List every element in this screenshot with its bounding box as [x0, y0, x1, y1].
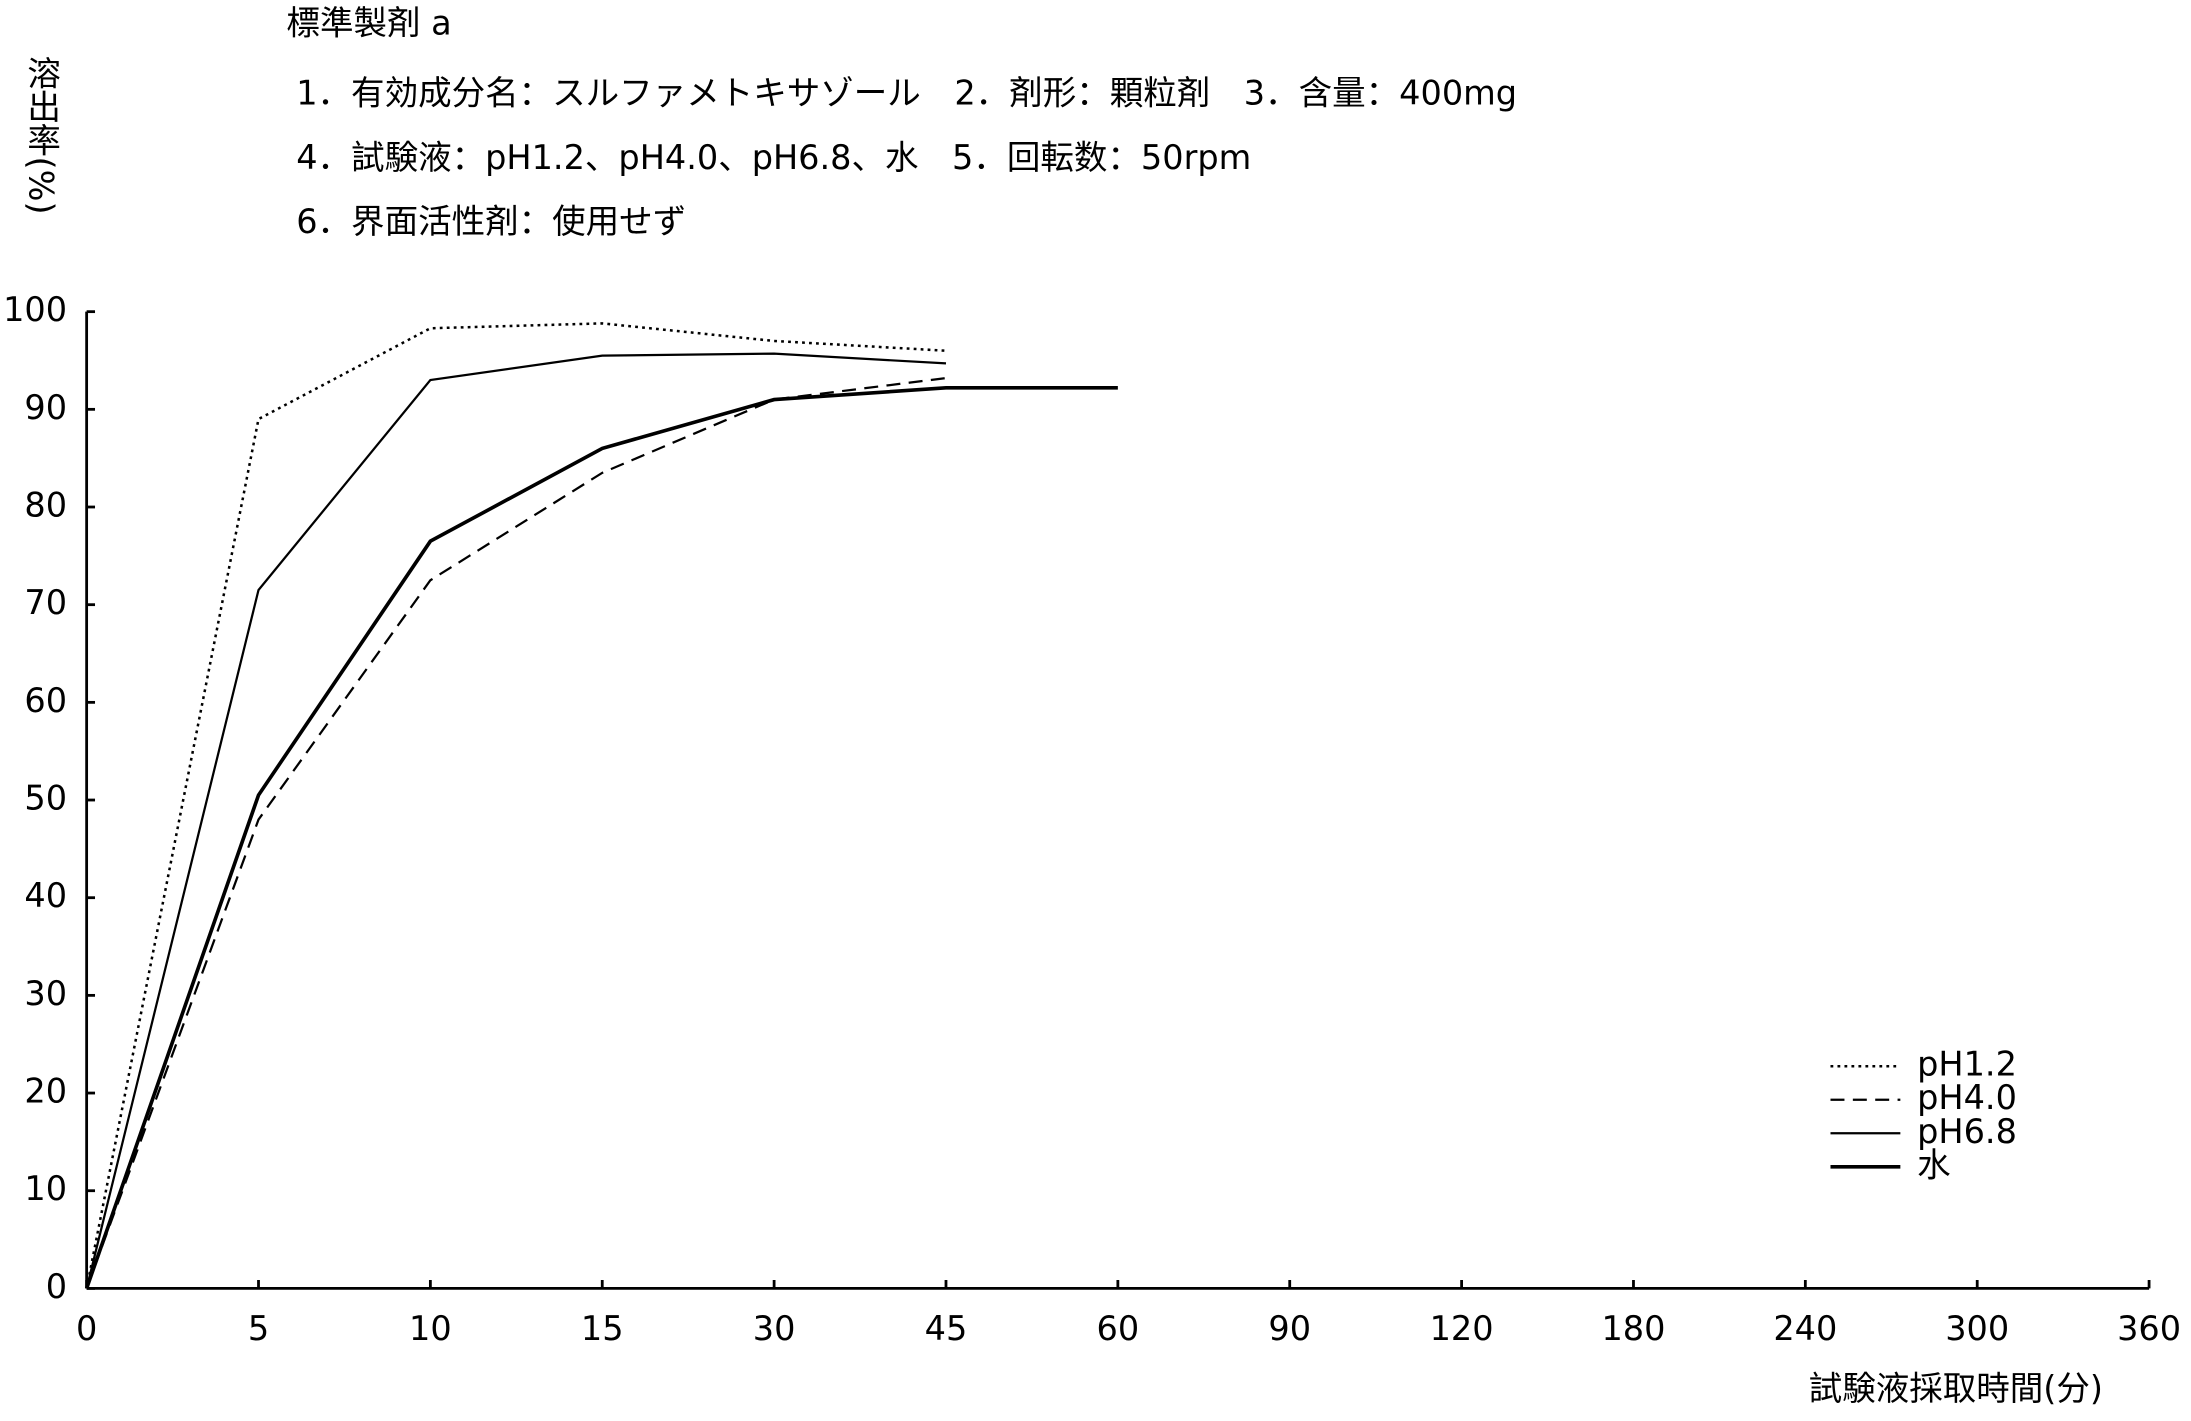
- x-tick-label: 240: [1773, 1309, 1837, 1348]
- legend-label: pH6.8: [1917, 1112, 2017, 1151]
- y-tick-label: 20: [24, 1072, 67, 1111]
- y-tick-label: 0: [46, 1267, 67, 1306]
- y-tick-label: 100: [3, 290, 67, 329]
- x-tick-label: 90: [1268, 1309, 1311, 1348]
- x-axis-label: 試験液採取時間(分): [1809, 1369, 2103, 1408]
- y-tick-label: 90: [24, 388, 67, 427]
- x-tick-label: 360: [2117, 1309, 2181, 1348]
- x-tick-label: 30: [753, 1309, 796, 1348]
- y-tick-label: 30: [24, 974, 67, 1013]
- subtitle: 1．有効成分名：スルファメトキサゾール 2．剤形：顆粒剤 3．含量：400mg: [296, 74, 1517, 113]
- y-tick-label: 70: [24, 583, 67, 622]
- legend-label: pH1.2: [1917, 1045, 2017, 1084]
- y-tick-label: 10: [24, 1169, 67, 1208]
- x-tick-label: 10: [409, 1309, 452, 1348]
- x-tick-label: 45: [925, 1309, 968, 1348]
- x-tick-label: 60: [1097, 1309, 1140, 1348]
- series-line: [85, 352, 947, 1289]
- subtitle: 6．界面活性剤：使用せず: [296, 202, 686, 241]
- y-tick-label: 80: [24, 486, 67, 525]
- y-axis-label: 溶出率(%): [22, 56, 61, 215]
- x-tick-label: 0: [76, 1309, 97, 1348]
- legend-label: 水: [1917, 1145, 1951, 1184]
- legend-label: pH4.0: [1917, 1078, 2017, 1117]
- y-tick-label: 40: [24, 876, 67, 915]
- series-line: [84, 386, 1118, 1289]
- chart-title: 標準製剤 a: [286, 4, 451, 43]
- x-tick-label: 180: [1601, 1309, 1665, 1348]
- y-tick-label: 60: [24, 681, 67, 720]
- series-line: [85, 322, 947, 1289]
- series-line: [85, 376, 947, 1289]
- y-tick-label: 50: [24, 779, 67, 818]
- subtitle: 4．試験液：pH1.2、pH4.0、pH6.8、水 5．回転数：50rpm: [296, 138, 1251, 177]
- x-tick-label: 15: [581, 1309, 624, 1348]
- x-tick-label: 5: [248, 1309, 269, 1348]
- x-tick-label: 120: [1430, 1309, 1494, 1348]
- x-tick-label: 300: [1945, 1309, 2009, 1348]
